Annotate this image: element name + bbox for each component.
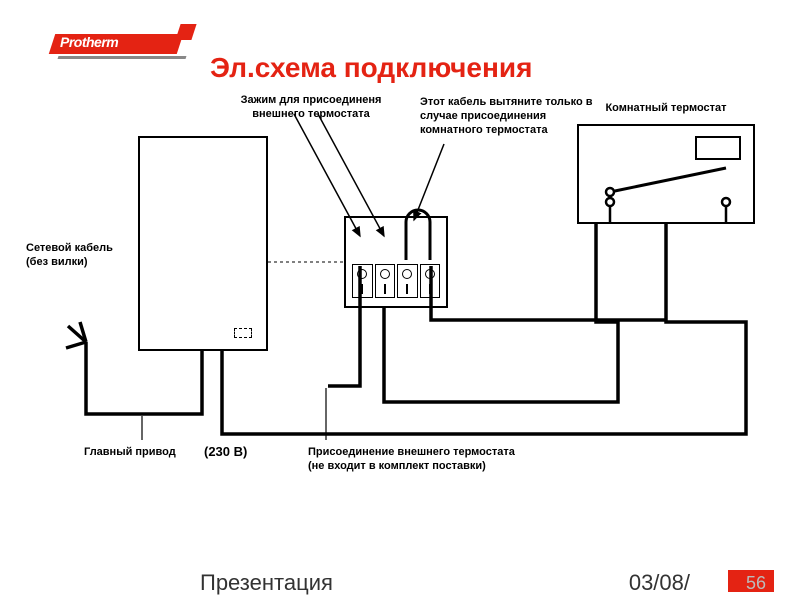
label-ext-thermostat: Присоединение внешнего термостата(не вхо…	[308, 446, 568, 474]
footer-presentation: Презентация	[200, 570, 333, 596]
brand-logo: Protherm	[46, 22, 196, 56]
thermostat-display	[695, 136, 741, 160]
logo-therm: therm	[82, 34, 118, 50]
label-voltage: (230 В)	[204, 444, 247, 460]
logo-pro: Pro	[60, 34, 82, 50]
room-thermostat-box	[577, 124, 755, 224]
page-title: Эл.схема подключения	[210, 52, 532, 84]
terminal-1	[352, 264, 373, 298]
boiler-port	[234, 328, 252, 338]
terminal-block	[344, 216, 448, 308]
label-room-thermostat: Комнатный термостат	[586, 102, 746, 116]
terminal-2	[375, 264, 396, 298]
footer-date: 03/08/	[629, 570, 690, 596]
label-main-drive: Главный привод	[84, 446, 176, 460]
boiler-box	[138, 136, 268, 351]
page-number: 56	[746, 573, 766, 594]
terminal-3	[397, 264, 418, 298]
terminal-4	[420, 264, 441, 298]
label-clamp: Зажим для присоединенявнешнего термостат…	[216, 94, 406, 122]
label-mains: Сетевой кабель(без вилки)	[26, 242, 136, 270]
wiring-diagram: Зажим для присоединенявнешнего термостат…	[26, 96, 771, 506]
